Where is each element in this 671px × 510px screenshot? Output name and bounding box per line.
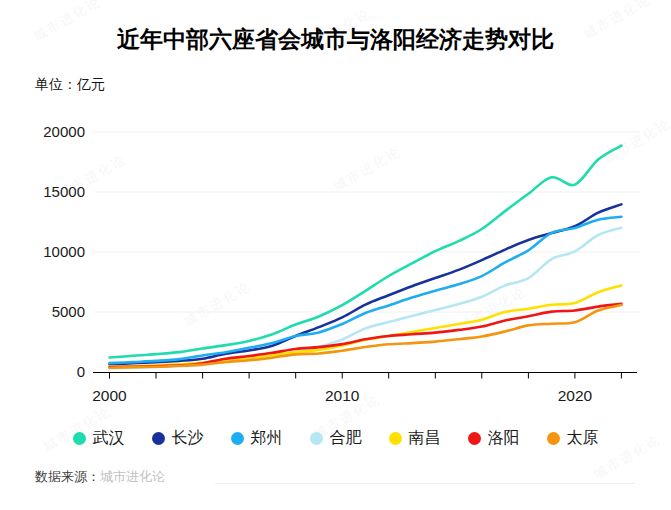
legend-item: 郑州: [231, 430, 283, 446]
legend-dot-icon: [310, 432, 323, 445]
legend-label: 洛阳: [488, 430, 520, 446]
legend-dot-icon: [73, 432, 86, 445]
legend-item: 长沙: [152, 430, 204, 446]
legend-dot-icon: [231, 432, 244, 445]
legend-dot-icon: [389, 432, 402, 445]
y-tick-label: 15000: [43, 183, 85, 200]
legend-item: 合肥: [310, 430, 362, 446]
source-line: 数据来源：城市进化论: [35, 468, 165, 486]
legend-label: 郑州: [251, 430, 283, 446]
legend-dot-icon: [468, 432, 481, 445]
source-value: 城市进化论: [100, 469, 165, 484]
y-tick-label: 0: [77, 363, 85, 380]
legend-label: 南昌: [409, 430, 441, 446]
x-tick-label: 2020: [558, 387, 593, 404]
y-tick-label: 10000: [43, 243, 85, 260]
footer-divider: [215, 483, 635, 484]
chart-legend: 武汉 长沙 郑州 合肥 南昌 洛阳 太原: [0, 430, 671, 446]
legend-label: 长沙: [172, 430, 204, 446]
legend-dot-icon: [547, 432, 560, 445]
source-label: 数据来源：: [35, 469, 100, 484]
legend-item: 南昌: [389, 430, 441, 446]
chart-title: 近年中部六座省会城市与洛阳经济走势对比: [0, 24, 671, 55]
chart-canvas: 0 5000 10000 15000 20000 2000 2010 2020: [0, 105, 671, 410]
legend-dot-icon: [152, 432, 165, 445]
x-tick-label: 2000: [92, 387, 127, 404]
legend-label: 合肥: [330, 430, 362, 446]
y-tick-label: 20000: [43, 123, 85, 140]
legend-label: 武汉: [93, 430, 125, 446]
legend-item: 洛阳: [468, 430, 520, 446]
legend-item: 武汉: [73, 430, 125, 446]
legend-label: 太原: [567, 430, 599, 446]
x-tick-label: 2010: [325, 387, 360, 404]
unit-label: 单位：亿元: [35, 76, 105, 94]
y-tick-label: 5000: [52, 303, 85, 320]
legend-item: 太原: [547, 430, 599, 446]
series-line-4: [110, 286, 622, 367]
